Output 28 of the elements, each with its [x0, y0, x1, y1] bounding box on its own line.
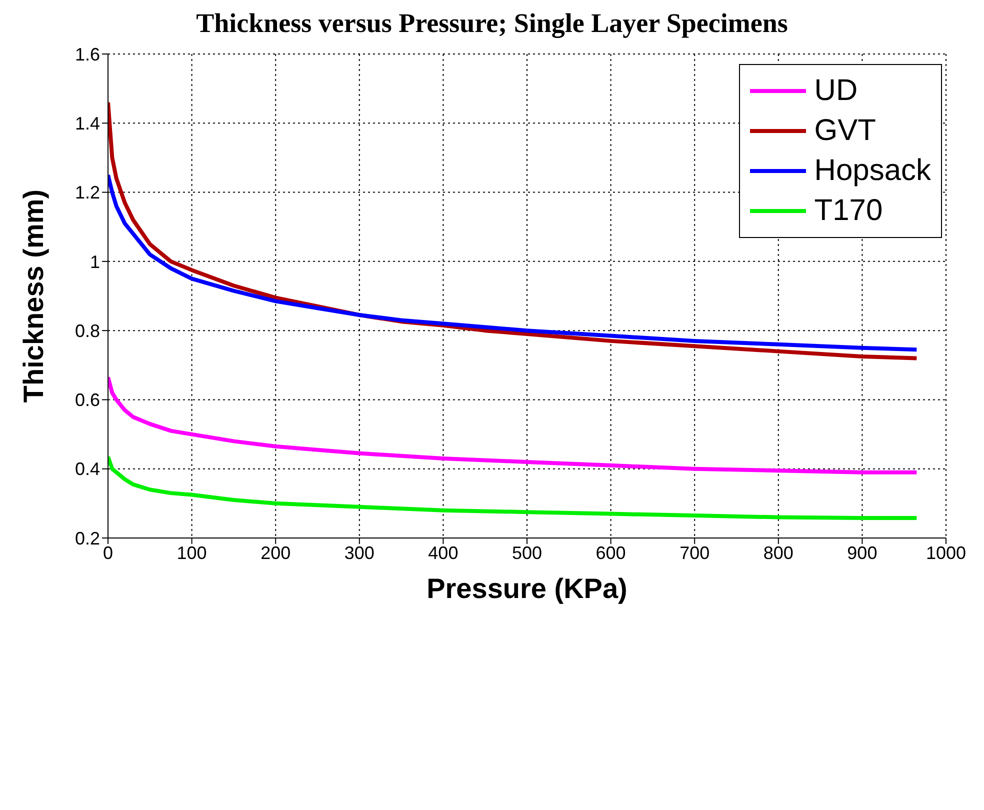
line-series: [108, 454, 919, 520]
legend-label: GVT: [814, 113, 876, 149]
x-axis-title: Pressure (KPa): [426, 573, 628, 604]
x-tick-label: 100: [176, 542, 207, 563]
line-series: [108, 375, 919, 474]
x-tick-label: 200: [260, 542, 291, 563]
legend-label: Hopsack: [814, 153, 931, 189]
x-tick-label: 800: [763, 542, 794, 563]
x-tick-label: 600: [596, 542, 626, 563]
x-tick-label: 0: [102, 542, 114, 563]
y-tick-label: 1: [90, 252, 100, 272]
legend-label: UD: [814, 73, 858, 109]
x-tick-label: 700: [680, 542, 710, 563]
x-tick-label: 300: [344, 542, 374, 563]
legend-label: T170: [814, 193, 883, 229]
x-tick-label: 1000: [926, 542, 966, 563]
y-tick-label: 1.2: [74, 182, 100, 203]
x-tick-label: 400: [428, 542, 458, 563]
y-tick-label: 0.8: [74, 320, 100, 341]
y-tick-label: 1.4: [74, 114, 100, 134]
y-tick-label: 0.2: [74, 528, 100, 548]
x-tick-label: 900: [847, 542, 878, 563]
chart-title: Thickness versus Pressure; Single Layer Specimens: [195, 8, 789, 40]
x-tick-label: 500: [512, 542, 542, 563]
y-tick-label: 0.6: [74, 390, 100, 410]
y-tick-label: 1.6: [74, 44, 100, 64]
y-axis-title: Thickness (mm): [18, 189, 49, 403]
y-tick-label: 0.4: [74, 459, 100, 480]
